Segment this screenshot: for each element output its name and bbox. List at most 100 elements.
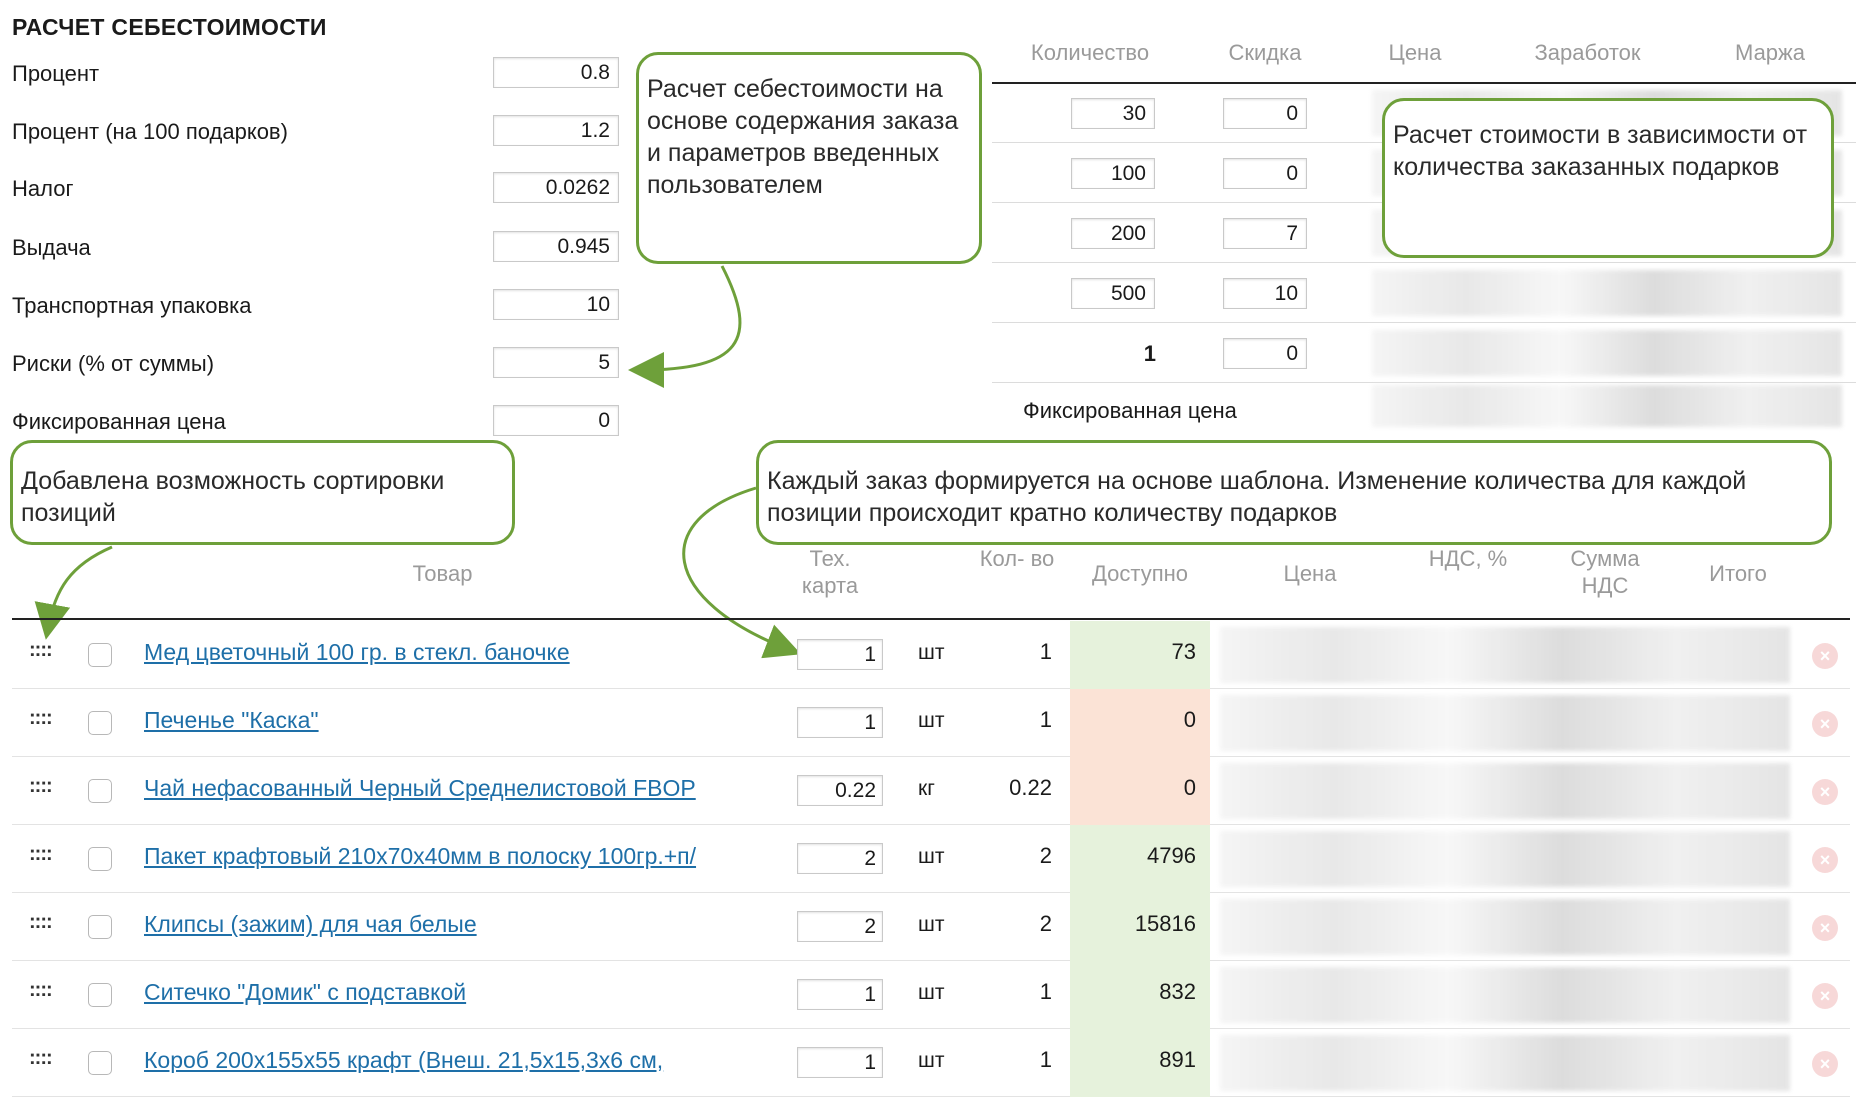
delete-icon[interactable]: × <box>1812 915 1838 941</box>
page-title: РАСЧЕТ СЕБЕСТОИМОСТИ <box>12 14 327 40</box>
table-row: :::: Пакет крафтовый 210х70х40мм в полоск… <box>12 825 1850 893</box>
qty-value: 2 <box>1039 843 1052 868</box>
param-input[interactable]: 0.945 <box>493 231 619 262</box>
pricing-discount-input[interactable]: 0 <box>1223 338 1307 369</box>
param-label: Риски (% от суммы) <box>12 351 215 376</box>
unit-label: шт <box>918 1049 945 1072</box>
param-input[interactable]: 5 <box>493 347 619 378</box>
row-checkbox[interactable] <box>88 915 112 939</box>
delete-icon[interactable]: × <box>1812 983 1838 1009</box>
product-link[interactable]: Клипсы (зажим) для чая белые <box>144 911 477 937</box>
product-link[interactable]: Пакет крафтовый 210х70х40мм в полоску 10… <box>144 843 697 869</box>
table-row: :::: Клипсы (зажим) для чая белые 2 шт 2 1581… <box>12 893 1850 961</box>
pricing-row-divider <box>992 382 1856 383</box>
drag-handle-icon[interactable]: :::: <box>29 639 53 661</box>
pricing-discount-input[interactable]: 0 <box>1223 158 1307 189</box>
th-total[interactable]: Итого <box>1709 561 1767 586</box>
callout-sorting: Добавлена возможность сортировки позиций <box>10 440 515 545</box>
row-checkbox[interactable] <box>88 983 112 1007</box>
param-label: Налог <box>12 176 74 201</box>
row-checkbox[interactable] <box>88 711 112 735</box>
unit-label: кг <box>918 777 935 800</box>
tech-card-input[interactable]: 1 <box>797 1047 883 1078</box>
row-checkbox[interactable] <box>88 1051 112 1075</box>
tech-card-input[interactable]: 1 <box>797 707 883 738</box>
available-value: 73 <box>1070 621 1210 689</box>
available-value: 15816 <box>1070 893 1210 961</box>
param-label: Процент <box>12 61 100 86</box>
drag-handle-icon[interactable]: :::: <box>29 775 53 797</box>
table-header-rule <box>12 618 1850 620</box>
delete-icon[interactable]: × <box>1812 847 1838 873</box>
pricing-qty-input[interactable]: 200 <box>1071 218 1155 249</box>
delete-icon[interactable]: × <box>1812 1051 1838 1077</box>
tech-card-input[interactable]: 1 <box>797 639 883 670</box>
drag-handle-icon[interactable]: :::: <box>29 1047 53 1069</box>
th-vat-sum[interactable]: Сумма НДС <box>1570 546 1640 598</box>
row-blurred-values <box>1220 1035 1790 1091</box>
tech-card-input[interactable]: 2 <box>797 843 883 874</box>
qty-value: 1 <box>1039 979 1052 1004</box>
pricing-qty-input[interactable]: 100 <box>1071 158 1155 189</box>
qty-value: 2 <box>1039 911 1052 936</box>
pricing-blurred-values <box>1372 270 1842 316</box>
callout-template: Каждый заказ формируется на основе шабло… <box>756 440 1832 545</box>
drag-handle-icon[interactable]: :::: <box>29 843 53 865</box>
param-label: Выдача <box>12 235 91 260</box>
drag-handle-icon[interactable]: :::: <box>29 911 53 933</box>
delete-icon[interactable]: × <box>1812 711 1838 737</box>
pricing-fixed-blurred-values <box>1372 385 1842 427</box>
unit-label: шт <box>918 981 945 1004</box>
delete-icon[interactable]: × <box>1812 643 1838 669</box>
product-link[interactable]: Мед цветочный 100 гр. в стекл. баночке <box>144 639 570 665</box>
pricing-row-divider <box>992 262 1856 263</box>
pricing-header-discount: Скидка <box>1228 40 1302 65</box>
qty-value: 0.22 <box>1009 775 1052 800</box>
param-input[interactable]: 0 <box>493 405 619 436</box>
row-checkbox[interactable] <box>88 643 112 667</box>
th-price[interactable]: Цена <box>1283 561 1337 586</box>
available-value: 0 <box>1070 689 1210 757</box>
qty-value: 1 <box>1039 707 1052 732</box>
row-blurred-values <box>1220 899 1790 955</box>
available-value: 891 <box>1070 1029 1210 1097</box>
pricing-qty-input[interactable]: 30 <box>1071 98 1155 129</box>
param-input[interactable]: 1.2 <box>493 115 619 146</box>
tech-card-input[interactable]: 1 <box>797 979 883 1010</box>
param-input[interactable]: 0.0262 <box>493 172 619 203</box>
param-input[interactable]: 10 <box>493 289 619 320</box>
pricing-discount-input[interactable]: 0 <box>1223 98 1307 129</box>
th-tech-card[interactable]: Тех. карта <box>801 546 859 598</box>
row-blurred-values <box>1220 763 1790 819</box>
pricing-qty-value: 1 <box>1143 341 1156 366</box>
tech-card-input[interactable]: 2 <box>797 911 883 942</box>
param-input[interactable]: 0.8 <box>493 57 619 88</box>
th-qty[interactable]: Кол- во <box>979 546 1055 571</box>
product-link[interactable]: Короб 200х155х55 крафт (Внеш. 21,5х15,3х… <box>144 1047 664 1073</box>
drag-handle-icon[interactable]: :::: <box>29 707 53 729</box>
unit-label: шт <box>918 709 945 732</box>
tech-card-input[interactable]: 0.22 <box>797 775 883 806</box>
product-link[interactable]: Печенье "Каска" <box>144 707 319 733</box>
product-link[interactable]: Чай нефасованный Черный Среднелистовой F… <box>144 775 696 801</box>
th-vat[interactable]: НДС, % <box>1428 546 1508 571</box>
product-link[interactable]: Ситечко "Домик" с подставкой <box>144 979 467 1005</box>
pricing-qty-input[interactable]: 500 <box>1071 278 1155 309</box>
pricing-header-rule <box>992 82 1856 84</box>
row-blurred-values <box>1220 831 1790 887</box>
pricing-row-divider <box>992 322 1856 323</box>
available-value: 4796 <box>1070 825 1210 893</box>
pricing-header-qty: Количество <box>1030 40 1150 65</box>
row-checkbox[interactable] <box>88 779 112 803</box>
unit-label: шт <box>918 913 945 936</box>
pricing-discount-input[interactable]: 10 <box>1223 278 1307 309</box>
pricing-discount-input[interactable]: 7 <box>1223 218 1307 249</box>
unit-label: шт <box>918 845 945 868</box>
available-value: 832 <box>1070 961 1210 1029</box>
th-available[interactable]: Доступно <box>1091 561 1188 586</box>
drag-handle-icon[interactable]: :::: <box>29 979 53 1001</box>
th-product[interactable]: Товар <box>412 561 473 586</box>
callout-price-calc: Расчет стоимости в зависимости от количе… <box>1382 98 1834 258</box>
delete-icon[interactable]: × <box>1812 779 1838 805</box>
row-checkbox[interactable] <box>88 847 112 871</box>
